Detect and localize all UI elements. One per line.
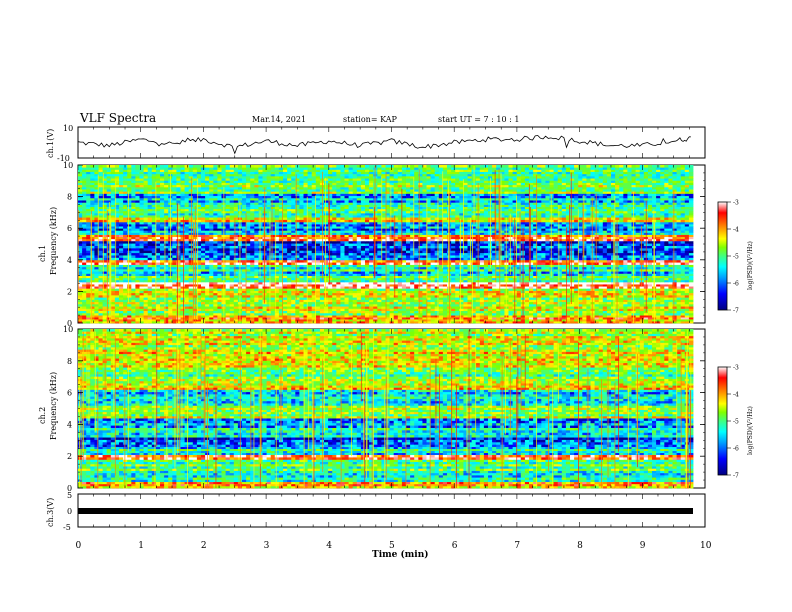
- station-label: station= KAP: [343, 115, 398, 124]
- ch1-ylabel: ch.1(V): [46, 129, 55, 158]
- figure-title: VLF Spectra: [79, 111, 156, 125]
- ch2-colorbar-ticks: -3 -4 -5 -6 -7: [727, 365, 739, 480]
- ytick-label: 10: [63, 325, 73, 334]
- date-label: Mar.14, 2021: [252, 115, 306, 124]
- xtick-label: 5: [389, 541, 395, 551]
- ch1-waveform-line: [77, 135, 691, 155]
- ch1-colorbar: -3 -4 -5 -6 -7 log(PSD)(V²/Hz): [717, 200, 754, 315]
- ytick-label: 0: [67, 484, 72, 493]
- xtick-label: 10: [700, 541, 712, 551]
- ch2-spectrogram-image: [78, 329, 694, 489]
- ch3-ylabel: ch.3(V): [46, 498, 55, 527]
- ch1-colorbar-label: log(PSD)(V²/Hz): [747, 241, 754, 290]
- colorbar-tick-label: -4: [733, 392, 739, 399]
- colorbar-tick-label: -3: [733, 365, 739, 372]
- time-axis: 0 1 2 3 4 5 6 7 8 9 10: [76, 127, 712, 551]
- xtick-label: 3: [264, 541, 270, 551]
- xtick-label: 4: [326, 541, 332, 551]
- ch1-spec-ylabel-top: ch.1: [38, 245, 47, 262]
- ch2-spectrogram-panel: 0 2 4 6 8 10 ch.2 Frequency (kHz): [38, 325, 706, 493]
- ytick-label: 0: [67, 319, 72, 328]
- ytick-label: 4: [67, 256, 72, 265]
- colorbar-tick-label: -3: [733, 200, 739, 207]
- xtick-label: 7: [514, 541, 520, 551]
- ch1-waveform-panel: 10 -10 ch.1(V): [46, 124, 706, 163]
- ytick-label: 10: [63, 161, 73, 170]
- xtick-label: 9: [640, 541, 646, 551]
- x-axis-label: Time (min): [372, 549, 429, 560]
- ch1-yticks: 0 2 4 6 8 10: [63, 161, 705, 328]
- ytick-label: 2: [67, 287, 72, 296]
- ch2-spec-ylabel-bottom: Frequency (kHz): [49, 372, 58, 440]
- ch3-ytick-mid: 0: [67, 507, 72, 516]
- start-ut-label: start UT = 7 : 10 : 1: [438, 115, 519, 124]
- ch3-ytick-top: 5: [67, 491, 72, 500]
- ytick-label: 4: [67, 420, 72, 429]
- ytick-label: 2: [67, 452, 72, 461]
- colorbar-tick-label: -5: [733, 254, 739, 261]
- ytick-label: 6: [67, 389, 72, 398]
- ch3-trace-panel: 5 0 -5 ch.3(V): [46, 491, 706, 532]
- ytick-label: 6: [67, 224, 72, 233]
- ch1-colorbar-ticks: -3 -4 -5 -6 -7: [727, 200, 739, 315]
- xtick-label: 1: [138, 541, 144, 551]
- colorbar-tick-label: -5: [733, 419, 739, 426]
- xtick-label: 8: [577, 541, 583, 551]
- ch1-spectrogram-panel: 0 2 4 6 8 10 ch.1 Frequency (kHz): [38, 161, 706, 328]
- xtick-label: 0: [76, 541, 82, 551]
- xtick-label: 2: [201, 541, 207, 551]
- colorbar-tick-label: -6: [733, 446, 739, 453]
- ytick-label: 8: [67, 193, 72, 202]
- ch1-ytick-bottom: -10: [57, 154, 70, 163]
- ch2-spec-ylabel-top: ch.2: [38, 407, 47, 424]
- ch3-thick-trace: [78, 508, 693, 514]
- ch2-colorbar: -3 -4 -5 -6 -7 log(PSD)(V²/Hz): [717, 365, 754, 480]
- colorbar-tick-label: -7: [733, 473, 739, 480]
- ch2-yticks: 0 2 4 6 8 10: [63, 325, 705, 493]
- xtick-label: 6: [452, 541, 458, 551]
- ch1-spectrogram-image: [78, 165, 694, 324]
- colorbar-tick-label: -4: [733, 227, 739, 234]
- ytick-label: 8: [67, 357, 72, 366]
- ch2-colorbar-label: log(PSD)(V²/Hz): [747, 406, 754, 455]
- colorbar-tick-label: -7: [733, 308, 739, 315]
- ch3-ytick-bottom: -5: [63, 523, 71, 532]
- colorbar-tick-label: -6: [733, 281, 739, 288]
- ch1-ytick-top: 10: [63, 124, 73, 133]
- ch1-spec-ylabel-bottom: Frequency (kHz): [49, 207, 58, 275]
